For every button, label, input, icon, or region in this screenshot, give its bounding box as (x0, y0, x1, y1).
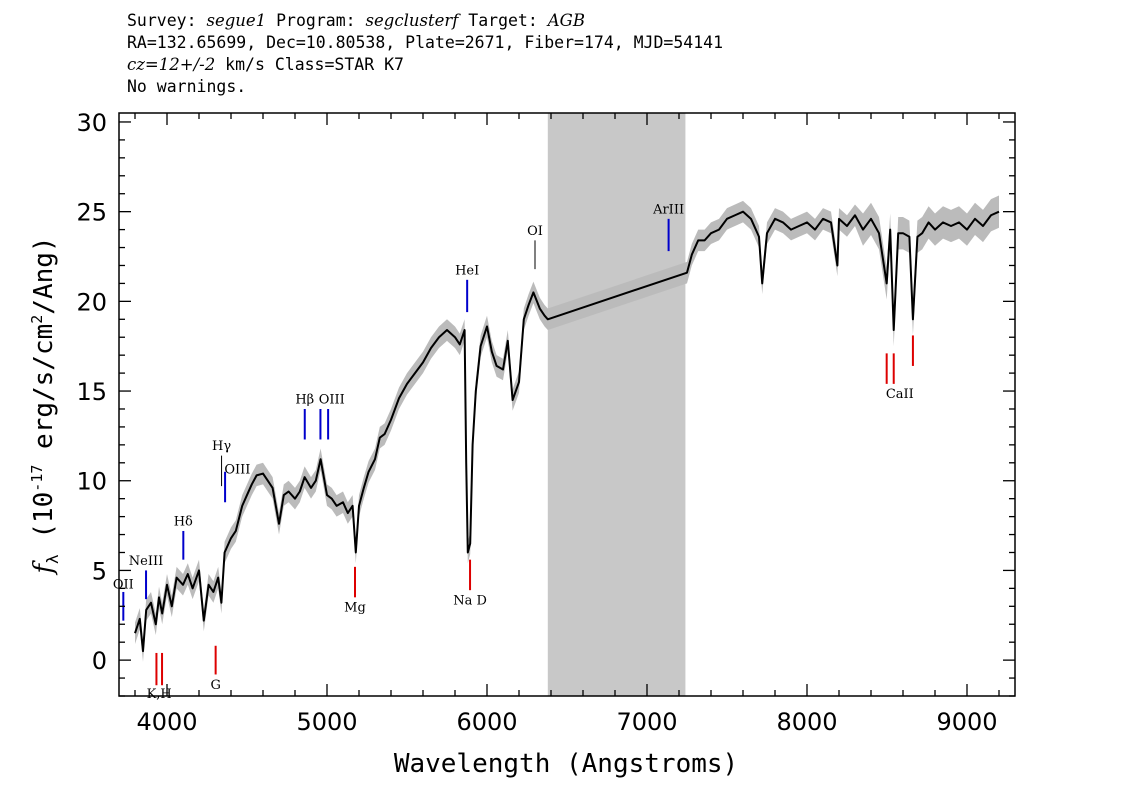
header-line-2: RA=132.65699, Dec=10.80538, Plate=2671, … (127, 33, 724, 52)
spectrum-line (134, 210, 1000, 653)
survey-name: segue1 (206, 11, 267, 30)
line-label-3: Hδ (174, 515, 193, 530)
line-label-4: G (210, 678, 220, 693)
line-label-12: OI (527, 224, 543, 239)
line-label-6: OIII (224, 463, 250, 478)
line-label-13: ArIII (652, 202, 684, 217)
y-tick-label: 25 (76, 199, 107, 227)
x-tick-label: 5000 (296, 708, 357, 736)
y-tick-label: 30 (76, 109, 107, 137)
line-label-10: Na D (453, 594, 487, 609)
spectrum-header: Survey: segue1 Program: segclusterf Targ… (127, 10, 723, 98)
header-line-4: No warnings. (127, 77, 247, 96)
line-label-5: Hγ (212, 439, 231, 454)
y-tick-label: 20 (76, 288, 107, 316)
target-name: AGB (547, 11, 585, 30)
y-tick-label: 5 (92, 557, 107, 585)
masked-region (547, 113, 686, 696)
y-axis-title: fλ (10-17 erg/s/cm2/Ang) (28, 236, 62, 575)
header-line-1: Survey: segue1 Program: segclusterf Targ… (127, 11, 585, 30)
y-tick-label: 0 (92, 647, 107, 675)
x-tick-label: 7000 (616, 708, 677, 736)
header-line-3: cz=12+/-2 km/s Class=STAR K7 (127, 54, 723, 76)
x-tick-label: 9000 (936, 708, 997, 736)
plot-frame (118, 112, 1016, 697)
x-tick-label: 6000 (456, 708, 517, 736)
line-label-14: CaII (886, 387, 914, 402)
y-tick-label: 10 (76, 468, 107, 496)
line-label-0: OII (113, 577, 134, 592)
y-tick-label: 15 (76, 378, 107, 406)
line-label-11: HeI (455, 263, 479, 278)
redshift-value: cz=12+/-2 (127, 55, 216, 74)
program-name: segclusterf (365, 11, 459, 30)
x-axis-title: Wavelength (Angstroms) (394, 749, 738, 779)
line-label-7: Hβ (295, 393, 314, 408)
line-label-9: Mg (344, 601, 366, 616)
line-label-8: OIII (319, 393, 345, 408)
class-value: km/s Class=STAR K7 (215, 55, 404, 74)
line-label-2: K,H (147, 687, 172, 702)
x-tick-label: 4000 (136, 708, 197, 736)
x-tick-label: 8000 (776, 708, 837, 736)
line-label-1: NeIII (129, 554, 163, 569)
